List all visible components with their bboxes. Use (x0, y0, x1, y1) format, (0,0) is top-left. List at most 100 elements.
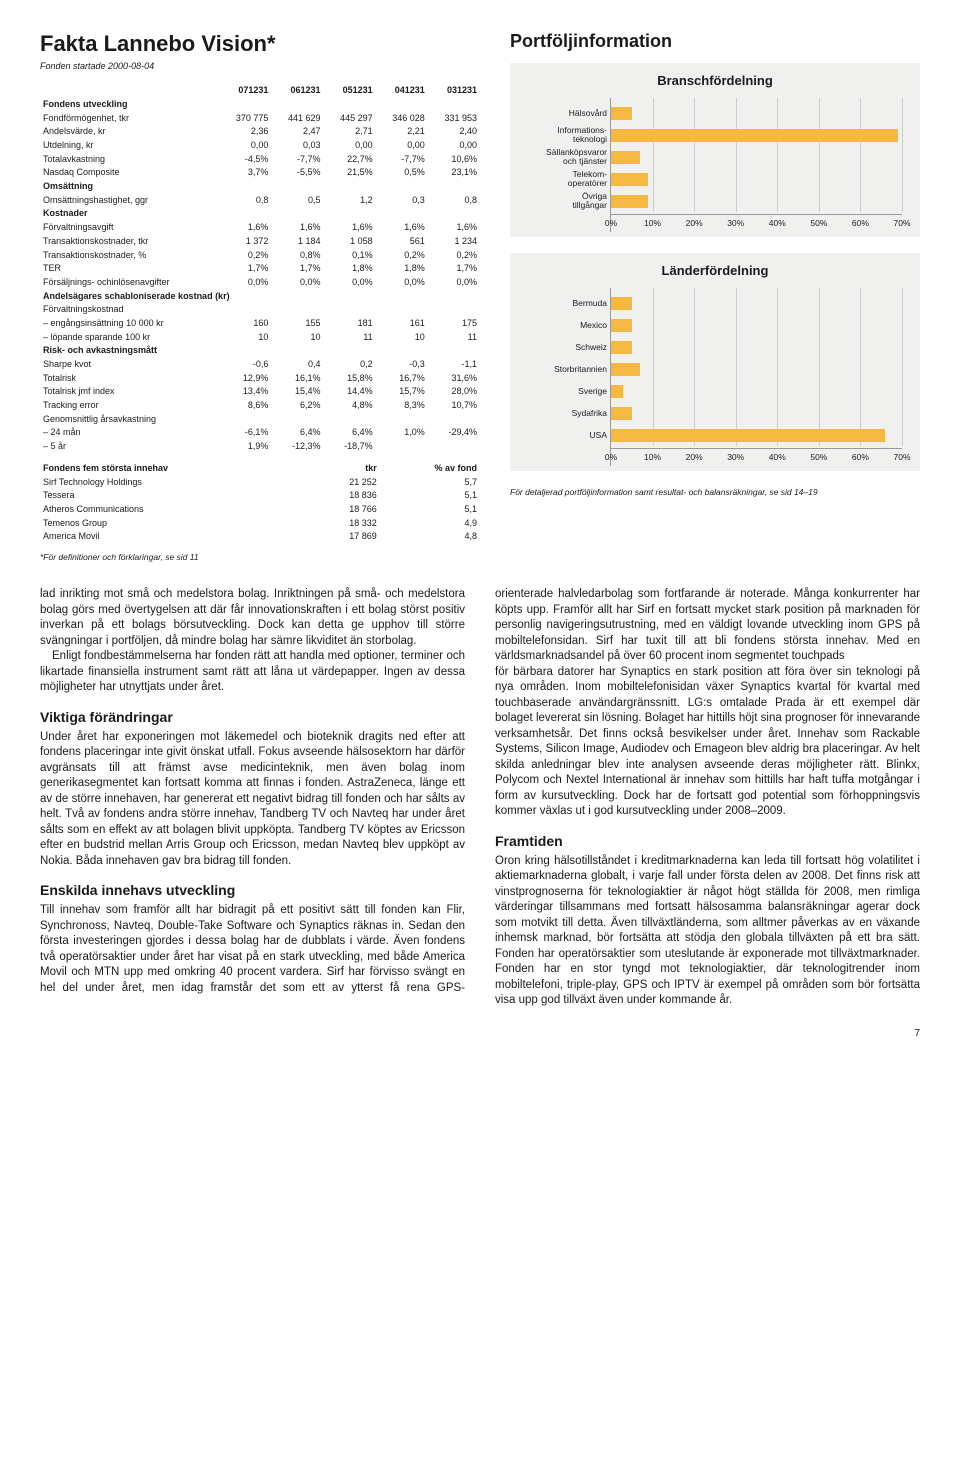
x-tick: 20% (686, 452, 703, 463)
table-row: Nasdaq Composite3,7%-5,5%21,5%0,5%23,1% (40, 166, 480, 180)
col-header: 041231 (376, 84, 428, 98)
x-tick: 30% (727, 218, 744, 229)
bar-label: Sverige (523, 387, 611, 396)
bar-label: Sydafrika (523, 409, 611, 418)
x-tick: 10% (644, 218, 661, 229)
country-chart: Länderfördelning BermudaMexicoSchweizSto… (510, 253, 920, 471)
bar (611, 429, 885, 442)
bar-row: Telekom-operatörer (611, 170, 902, 188)
bar-row: Sällanköpsvaroroch tjänster (611, 148, 902, 166)
group-header: Kostnader (40, 207, 480, 221)
table-row: – engångsinsättning 10 000 kr16015518116… (40, 317, 480, 331)
bar-row: USA (611, 426, 902, 444)
table-row: Fondförmögenhet, tkr370 775441 629445 29… (40, 112, 480, 126)
col-header: 051231 (324, 84, 376, 98)
col-header: 061231 (271, 84, 323, 98)
bar (611, 297, 632, 310)
bar-row: Mexico (611, 316, 902, 334)
bar-row: Schweiz (611, 338, 902, 356)
portfolio-footnote: För detaljerad portföljinformation samt … (510, 487, 920, 498)
group-header: Omsättning (40, 180, 480, 194)
x-tick: 10% (644, 452, 661, 463)
article-body: lad inrikting mot små och medelstora bol… (40, 587, 920, 1009)
bar (611, 195, 648, 208)
bar (611, 341, 632, 354)
bar-label: Informations-teknologi (523, 126, 611, 144)
table-row: – 24 mån-6,1%6,4%6,4%1,0%-29,4% (40, 426, 480, 440)
table-row: Utdelning, kr0,000,030,000,000,00 (40, 139, 480, 153)
group-header: Andelsägares schabloniserade kostnad (kr… (40, 290, 480, 304)
bar-label: Storbritannien (523, 365, 611, 374)
bar (611, 407, 632, 420)
table-row: – löpande sparande 100 kr1010111011 (40, 331, 480, 345)
col-header: 031231 (428, 84, 480, 98)
x-tick: 0% (605, 218, 617, 229)
page-number: 7 (40, 1027, 920, 1040)
holding-row: Sirf Technology Holdings21 2525,7 (40, 476, 480, 490)
body-h4: Framtiden (495, 832, 920, 851)
bar (611, 173, 648, 186)
table-row: Genomsnittlig årsavkastning (40, 413, 480, 427)
portfolio-info: Portföljinformation Branschfördelning Hä… (510, 30, 920, 563)
holding-row: Atheros Communications18 7665,1 (40, 503, 480, 517)
table-row: Transaktionskostnader, %0,2%0,8%0,1%0,2%… (40, 249, 480, 263)
bar (611, 129, 898, 142)
table-row: Totalrisk12,9%16,1%15,8%16,7%31,6% (40, 372, 480, 386)
bar-label: Telekom-operatörer (523, 170, 611, 188)
bar-label: Bermuda (523, 299, 611, 308)
x-tick: 0% (605, 452, 617, 463)
body-p5: Oron kring hälsotillståndet i kreditmark… (495, 854, 920, 1009)
x-tick: 40% (769, 218, 786, 229)
bar-row: Storbritannien (611, 360, 902, 378)
group-header: Risk- och avkastningsmått (40, 344, 480, 358)
x-tick: 60% (852, 452, 869, 463)
group-header: Fondens utveckling (40, 98, 480, 112)
bar-row: Informations-teknologi (611, 126, 902, 144)
holding-row: Temenos Group18 3324,9 (40, 517, 480, 531)
body-h2: Viktiga förändringar (40, 708, 465, 727)
bar-label: USA (523, 431, 611, 440)
holding-row: America Movil17 8694,8 (40, 530, 480, 544)
portfolio-title: Portföljinformation (510, 30, 920, 53)
bar (611, 319, 632, 332)
bar (611, 151, 640, 164)
bar (611, 107, 632, 120)
x-tick: 30% (727, 452, 744, 463)
table-row: Totalavkastning-4,5%-7,7%22,7%-7,7%10,6% (40, 153, 480, 167)
sector-chart: Branschfördelning HälsovårdInformations-… (510, 63, 920, 237)
table-row: Andelsvärde, kr2,362,472,712,212,40 (40, 125, 480, 139)
bar (611, 363, 640, 376)
sheet-footnote: *För definitioner och förklaringar, se s… (40, 552, 480, 563)
body-p1: lad inrikting mot små och medelstora bol… (40, 587, 465, 649)
x-tick: 70% (893, 218, 910, 229)
body-h3: Enskilda innehavs utveckling (40, 881, 465, 900)
holdings-table: Fondens fem största innehavtkr% av fond … (40, 462, 480, 544)
holdings-header: Fondens fem största innehav (40, 462, 311, 476)
table-row: Förvaltningsavgift1,6%1,6%1,6%1,6%1,6% (40, 221, 480, 235)
x-tick: 70% (893, 452, 910, 463)
holdings-col: tkr (311, 462, 380, 476)
table-row: TER1,7%1,7%1,8%1,8%1,7% (40, 262, 480, 276)
x-tick: 50% (810, 218, 827, 229)
x-tick: 40% (769, 452, 786, 463)
holdings-col: % av fond (380, 462, 480, 476)
x-tick: 50% (810, 452, 827, 463)
x-tick: 60% (852, 218, 869, 229)
bar-label: Sällanköpsvaroroch tjänster (523, 148, 611, 166)
bar-row: Sydafrika (611, 404, 902, 422)
bar-row: Hälsovård (611, 104, 902, 122)
fact-sheet: Fakta Lannebo Vision* Fonden startade 20… (40, 30, 480, 563)
table-row: Totalrisk jmf index13,4%15,4%14,4%15,7%2… (40, 385, 480, 399)
table-row: Tracking error8,6%6,2%4,8%8,3%10,7% (40, 399, 480, 413)
table-row: Försäljnings- ochinlösenavgifter0,0%0,0%… (40, 276, 480, 290)
table-row: – 5 år1,9%-12,3%-18,7% (40, 440, 480, 454)
bar-row: Sverige (611, 382, 902, 400)
body-p4: för bärbara datorer har Synaptics en sta… (495, 665, 920, 820)
x-tick: 20% (686, 218, 703, 229)
bar-label: Hälsovård (523, 109, 611, 118)
sector-chart-title: Branschfördelning (520, 73, 910, 90)
holding-row: Tessera18 8365,1 (40, 489, 480, 503)
table-row: Transaktionskostnader, tkr1 3721 1841 05… (40, 235, 480, 249)
bar-label: Schweiz (523, 343, 611, 352)
bar (611, 385, 623, 398)
